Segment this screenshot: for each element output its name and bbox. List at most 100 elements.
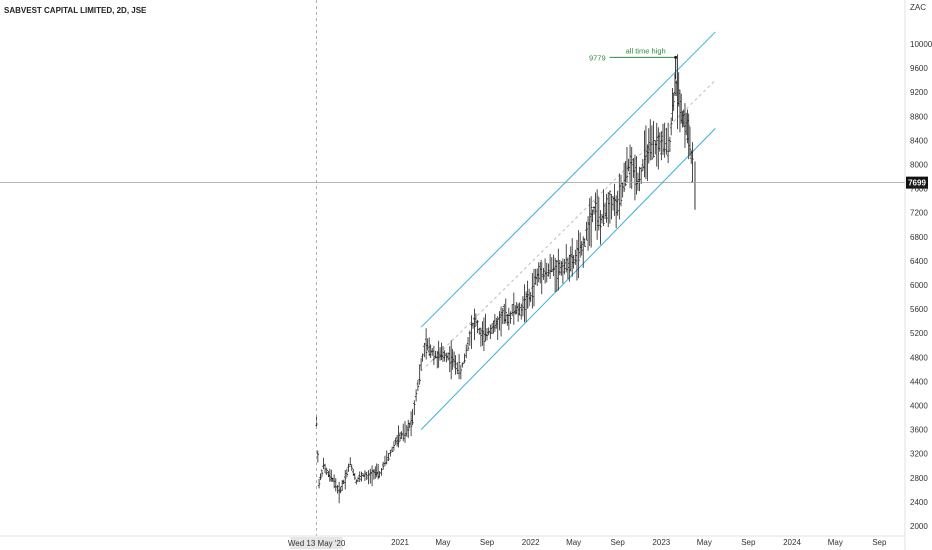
price-bar <box>400 431 403 440</box>
price-bar <box>320 469 324 477</box>
price-bar <box>613 183 616 216</box>
current-price-label: 7699 <box>908 179 926 188</box>
y-tick-label: 10000 <box>910 40 932 49</box>
price-bar <box>649 119 652 161</box>
current-price-tag <box>906 176 928 189</box>
y-tick-label: 8400 <box>910 136 928 145</box>
price-bar <box>405 424 409 437</box>
price-bar <box>456 362 459 375</box>
price-bar <box>638 166 641 192</box>
y-tick-label: 3200 <box>910 450 928 459</box>
price-bar <box>489 324 492 340</box>
price-bar <box>465 344 468 359</box>
price-bar <box>407 419 410 438</box>
price-bar <box>381 461 385 470</box>
price-bar <box>506 313 509 326</box>
price-bar <box>524 291 528 322</box>
price-bar <box>671 87 674 122</box>
y-tick-label: 8800 <box>910 112 928 121</box>
price-bar <box>490 323 494 334</box>
price-bar <box>575 239 579 281</box>
price-bar <box>539 261 542 284</box>
price-bar <box>690 150 693 164</box>
price-bar <box>639 166 643 184</box>
price-bar <box>380 468 383 476</box>
price-bar <box>328 468 332 482</box>
price-bar <box>478 327 481 335</box>
price-bar <box>418 364 421 385</box>
y-tick-label: 6400 <box>910 257 928 266</box>
price-bar <box>619 175 623 207</box>
price-bar <box>527 288 531 306</box>
price-bar <box>459 364 463 380</box>
x-tick-label: Sep <box>872 538 887 547</box>
price-bar <box>390 446 394 453</box>
y-tick-label: 2400 <box>910 498 928 507</box>
price-bar <box>635 156 638 195</box>
price-bar <box>665 128 668 155</box>
price-bar <box>555 259 558 292</box>
price-bar <box>334 478 338 492</box>
price-bar <box>389 449 392 457</box>
price-bar <box>514 305 517 315</box>
price-bars <box>315 54 696 504</box>
x-tick-label: Sep <box>611 538 626 547</box>
price-bar <box>680 93 683 124</box>
price-bar <box>610 194 613 220</box>
price-bar <box>672 93 675 112</box>
price-bar <box>392 441 396 451</box>
price-bar <box>660 131 663 161</box>
price-bar <box>492 320 495 334</box>
price-bar <box>578 232 582 258</box>
price-bar <box>550 257 553 273</box>
price-bar <box>602 189 605 227</box>
price-bar <box>563 258 566 275</box>
price-bar <box>603 202 607 220</box>
currency-label: ZAC <box>910 3 926 12</box>
price-bar <box>586 216 590 251</box>
price-bar <box>319 473 322 481</box>
price-bar <box>474 313 478 327</box>
price-bar <box>342 479 345 485</box>
price-bar <box>332 474 336 489</box>
price-bar <box>594 192 597 231</box>
price-bar <box>632 158 635 178</box>
price-bar <box>589 196 593 248</box>
price-bar <box>574 249 577 265</box>
price-bar <box>367 470 370 485</box>
price-bar <box>443 350 446 362</box>
price-bar <box>643 130 646 178</box>
price-bar <box>681 110 684 128</box>
price-bar <box>336 485 339 494</box>
price-bar <box>627 158 630 172</box>
price-bar <box>431 347 434 356</box>
price-bar <box>520 303 523 320</box>
price-bar <box>605 193 608 223</box>
price-bar <box>479 327 483 347</box>
y-tick-label: 2000 <box>910 522 928 531</box>
price-bar <box>372 469 376 480</box>
price-bar <box>413 400 416 416</box>
chart-title: SABVEST CAPITAL LIMITED, 2D, JSE <box>4 6 147 15</box>
price-bar <box>461 362 464 368</box>
price-bar <box>534 268 537 285</box>
price-bar <box>676 54 679 130</box>
price-bar <box>476 319 479 334</box>
price-bar <box>512 292 516 325</box>
x-tick-label: May <box>566 538 581 547</box>
all-time-high-annotation: 9779 all time high <box>589 46 678 80</box>
price-bar <box>441 346 445 362</box>
price-bar <box>641 159 645 172</box>
price-bar <box>570 238 574 277</box>
price-bar <box>349 457 352 466</box>
channel-upper-line <box>420 31 716 328</box>
price-bar <box>521 296 525 317</box>
price-bar <box>516 303 520 322</box>
price-bar <box>654 140 657 155</box>
price-bar <box>536 268 539 287</box>
price-bar <box>510 304 514 317</box>
channel-mid-line <box>425 79 716 367</box>
price-bar <box>646 144 649 181</box>
price-bar <box>677 72 680 107</box>
